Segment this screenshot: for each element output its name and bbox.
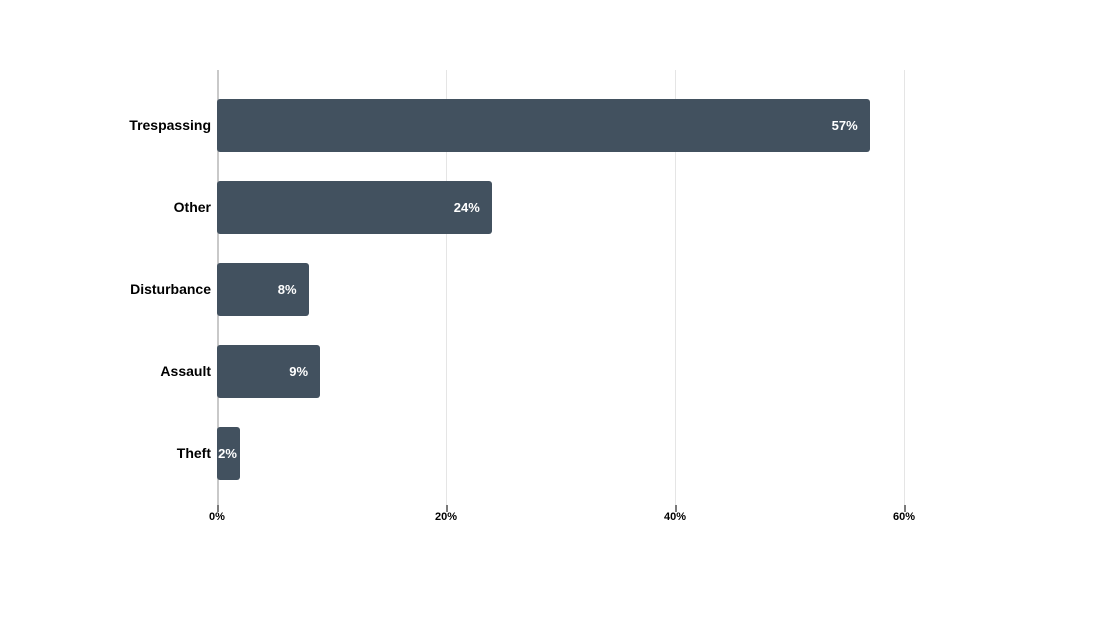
x-axis-tick [446, 505, 448, 512]
category-label-other: Other [173, 198, 211, 215]
bar-value-label: 8% [277, 281, 297, 297]
category-label-trespassing: Trespassing [129, 116, 211, 133]
bar-theft: 2% [217, 426, 240, 480]
bar-value-label: 57% [831, 117, 858, 133]
bar-value-label: 9% [289, 363, 309, 379]
bar-value-label: 2% [218, 445, 237, 461]
x-axis-tick-label: 60% [892, 511, 916, 523]
category-label-assault: Assault [160, 362, 211, 379]
x-axis-tick-label: 0% [209, 511, 225, 523]
gridline [446, 70, 447, 505]
x-axis-tick [675, 505, 677, 512]
bar-trespassing: 57% [217, 98, 870, 152]
x-axis-tick-label: 20% [434, 511, 458, 523]
plot-area: 57% 24% 8% 9% 2% [217, 70, 947, 512]
category-label-theft: Theft [176, 444, 211, 461]
bar-disturbance: 8% [217, 262, 309, 316]
x-axis-tick [904, 505, 906, 512]
gridline [904, 70, 905, 505]
bar-other: 24% [217, 180, 492, 234]
category-label-disturbance: Disturbance [130, 280, 211, 297]
bar-assault: 9% [217, 344, 321, 398]
x-axis-tick [217, 505, 219, 512]
bar-value-label: 24% [453, 199, 480, 215]
gridline [675, 70, 676, 505]
x-axis-tick-label: 40% [663, 511, 687, 523]
